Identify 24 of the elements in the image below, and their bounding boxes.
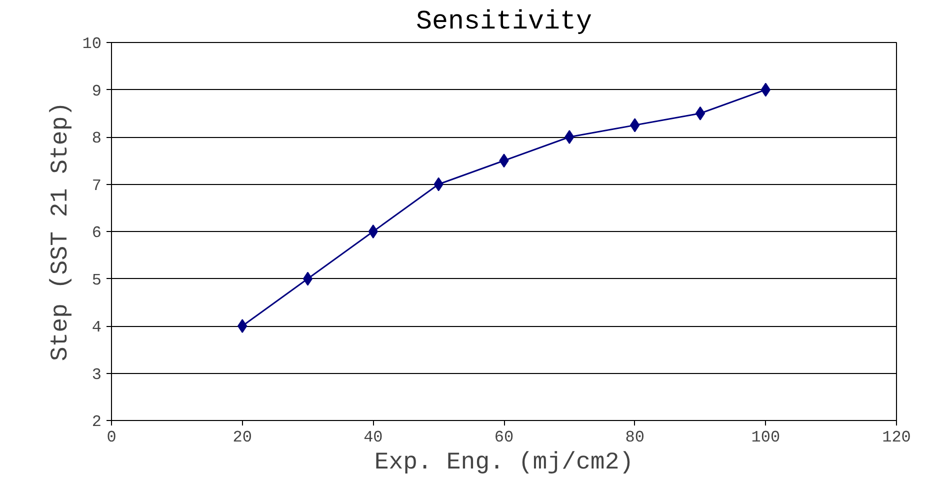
y-tick-label: 7: [92, 176, 102, 195]
x-tick-label: 80: [625, 428, 644, 446]
y-tick-label: 9: [92, 82, 102, 100]
x-tick-label: 60: [494, 428, 514, 446]
y-tick-label: 8: [92, 130, 102, 148]
point: [695, 106, 706, 120]
y-tick-label: 10: [82, 35, 102, 53]
y-tick-label: 4: [92, 318, 102, 336]
y-tick-label: 2: [92, 413, 102, 431]
x-tick-label: 20: [232, 428, 252, 446]
y-tick-label: 6: [92, 224, 102, 242]
y-axis-title: Step (SST 21 Step): [47, 102, 74, 362]
y-tick-label: 3: [92, 366, 102, 384]
chart-title: Sensitivity: [416, 8, 592, 38]
x-tick-label: 120: [882, 428, 911, 446]
point: [302, 272, 313, 286]
x-axis-title: Exp. Eng. (mj/cm2): [374, 450, 634, 476]
point: [238, 319, 248, 333]
point: [564, 130, 574, 144]
point: [368, 224, 378, 238]
y-tick-label: 5: [92, 271, 102, 290]
x-tick-label: 100: [751, 428, 780, 446]
x-tick-label: 40: [364, 428, 383, 446]
x-tick-label: 0: [106, 428, 116, 446]
